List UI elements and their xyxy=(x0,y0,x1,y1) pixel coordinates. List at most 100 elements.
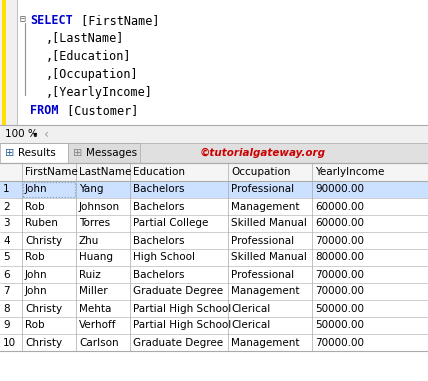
Text: 60000.00: 60000.00 xyxy=(315,218,364,229)
Text: Ruiz: Ruiz xyxy=(79,269,101,280)
Text: Bachelors: Bachelors xyxy=(133,269,184,280)
Text: Results: Results xyxy=(18,148,56,158)
Bar xyxy=(0,300,428,317)
Bar xyxy=(0,283,428,300)
Bar xyxy=(0,0,428,125)
Text: 3: 3 xyxy=(3,218,9,229)
Bar xyxy=(17,0,18,125)
Text: 6: 6 xyxy=(3,269,9,280)
Bar xyxy=(0,215,428,232)
Text: Bachelors: Bachelors xyxy=(133,235,184,245)
Bar xyxy=(0,198,428,215)
Bar xyxy=(0,163,428,351)
Bar xyxy=(0,232,428,249)
Bar xyxy=(0,0,18,125)
Text: YearlyIncome: YearlyIncome xyxy=(315,167,384,177)
Text: Christy: Christy xyxy=(25,304,62,314)
Text: FirstName: FirstName xyxy=(25,167,78,177)
Text: John: John xyxy=(25,287,48,296)
Text: Partial High School: Partial High School xyxy=(133,304,231,314)
Text: 9: 9 xyxy=(3,320,9,330)
Text: 70000.00: 70000.00 xyxy=(315,235,364,245)
Text: LastName: LastName xyxy=(79,167,131,177)
Text: Verhoff: Verhoff xyxy=(79,320,116,330)
Text: Management: Management xyxy=(231,287,300,296)
Text: Clerical: Clerical xyxy=(231,320,270,330)
Text: 80000.00: 80000.00 xyxy=(315,253,364,263)
Text: ,[YearlyIncome]: ,[YearlyIncome] xyxy=(46,86,153,99)
Text: Education: Education xyxy=(133,167,185,177)
Text: Rob: Rob xyxy=(25,320,45,330)
Text: Torres: Torres xyxy=(79,218,110,229)
Text: 7: 7 xyxy=(3,287,9,296)
Bar xyxy=(0,249,428,266)
Text: Professional: Professional xyxy=(231,235,294,245)
Text: Clerical: Clerical xyxy=(231,304,270,314)
Text: 4: 4 xyxy=(3,235,9,245)
Text: ,[Occupation]: ,[Occupation] xyxy=(46,68,139,81)
Text: 90000.00: 90000.00 xyxy=(315,184,364,194)
Text: ⊟: ⊟ xyxy=(20,14,26,24)
Text: Miller: Miller xyxy=(79,287,107,296)
Text: [FirstName]: [FirstName] xyxy=(74,14,160,27)
Text: Skilled Manual: Skilled Manual xyxy=(231,253,307,263)
Text: Professional: Professional xyxy=(231,269,294,280)
Bar xyxy=(0,317,428,334)
Text: High School: High School xyxy=(133,253,195,263)
Text: FROM: FROM xyxy=(30,104,59,117)
Text: ‹: ‹ xyxy=(44,128,49,141)
Bar xyxy=(0,181,428,198)
Text: 50000.00: 50000.00 xyxy=(315,304,364,314)
Bar xyxy=(0,143,68,163)
Text: [Customer]: [Customer] xyxy=(60,104,138,117)
Text: Management: Management xyxy=(231,338,300,347)
Text: Messages: Messages xyxy=(86,148,137,158)
Text: John: John xyxy=(25,184,48,194)
Text: 10: 10 xyxy=(3,338,16,347)
Bar xyxy=(0,334,428,351)
Text: SELECT: SELECT xyxy=(30,14,73,27)
Bar xyxy=(2,0,6,125)
Text: Partial College: Partial College xyxy=(133,218,208,229)
Text: Graduate Degree: Graduate Degree xyxy=(133,287,223,296)
Bar xyxy=(23,182,75,197)
Text: 60000.00: 60000.00 xyxy=(315,202,364,211)
Text: 8: 8 xyxy=(3,304,9,314)
Text: Zhu: Zhu xyxy=(79,235,99,245)
Text: ▾: ▾ xyxy=(33,130,37,139)
Text: Huang: Huang xyxy=(79,253,113,263)
Text: Rob: Rob xyxy=(25,253,45,263)
Text: 50000.00: 50000.00 xyxy=(315,320,364,330)
Text: ,[LastName]: ,[LastName] xyxy=(46,32,125,45)
Text: Carlson: Carlson xyxy=(79,338,119,347)
Text: 70000.00: 70000.00 xyxy=(315,287,364,296)
Text: Management: Management xyxy=(231,202,300,211)
Text: Christy: Christy xyxy=(25,235,62,245)
Text: Partial High School: Partial High School xyxy=(133,320,231,330)
Text: Rob: Rob xyxy=(25,202,45,211)
Text: Bachelors: Bachelors xyxy=(133,202,184,211)
Text: Bachelors: Bachelors xyxy=(133,184,184,194)
Text: Christy: Christy xyxy=(25,338,62,347)
Text: 5: 5 xyxy=(3,253,9,263)
Text: John: John xyxy=(25,269,48,280)
Bar xyxy=(0,163,428,181)
Text: 1: 1 xyxy=(3,184,9,194)
Text: Mehta: Mehta xyxy=(79,304,111,314)
Text: 2: 2 xyxy=(3,202,9,211)
Text: 100 %: 100 % xyxy=(5,129,38,139)
Text: Occupation: Occupation xyxy=(231,167,291,177)
Text: ,[Education]: ,[Education] xyxy=(46,50,131,63)
Bar xyxy=(0,143,428,163)
Text: Yang: Yang xyxy=(79,184,104,194)
Text: Skilled Manual: Skilled Manual xyxy=(231,218,307,229)
Text: Johnson: Johnson xyxy=(79,202,120,211)
Text: ©tutorialgateway.org: ©tutorialgateway.org xyxy=(200,148,326,158)
Text: Ruben: Ruben xyxy=(25,218,58,229)
Bar xyxy=(0,125,428,143)
Text: 70000.00: 70000.00 xyxy=(315,269,364,280)
Text: Graduate Degree: Graduate Degree xyxy=(133,338,223,347)
Text: ⊞: ⊞ xyxy=(5,148,15,158)
Bar xyxy=(0,266,428,283)
Text: 70000.00: 70000.00 xyxy=(315,338,364,347)
